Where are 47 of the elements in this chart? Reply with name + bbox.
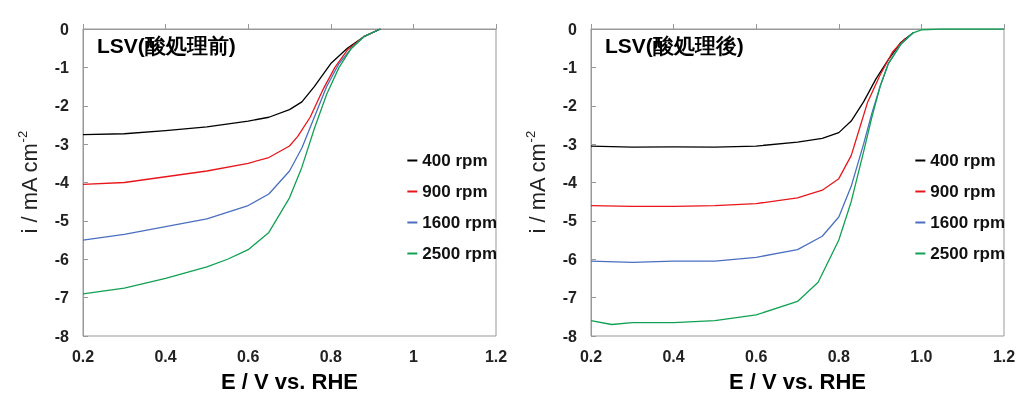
- y-tick-label: -8: [54, 327, 70, 345]
- y-axis-title: i / mA cm-2: [523, 130, 550, 234]
- x-tick-label: 0.8: [827, 347, 851, 365]
- x-tick-label: 1.2: [484, 347, 508, 365]
- x-tick-label: 1.0: [910, 347, 933, 365]
- x-axis-title: E / V vs. RHE: [221, 368, 358, 394]
- x-tick-label: 0.2: [71, 347, 95, 365]
- y-tick-label: -7: [562, 289, 578, 307]
- y-tick-label: -5: [562, 212, 578, 230]
- legend-label: 2500 rpm: [930, 244, 1006, 263]
- y-tick-label: -4: [562, 174, 578, 191]
- y-tick-label: -3: [562, 135, 578, 153]
- legend-label: 1600 rpm: [930, 213, 1006, 232]
- legend-label: 900 rpm: [930, 182, 996, 201]
- x-tick-label: 1.2: [992, 347, 1016, 365]
- x-tick-label: 0.4: [154, 347, 177, 365]
- legend-label: 400 rpm: [422, 151, 488, 170]
- x-tick-label: 0.6: [745, 347, 768, 365]
- x-tick-label: 0.8: [319, 347, 343, 365]
- legend-label: 400 rpm: [930, 151, 996, 170]
- y-tick-label: -2: [562, 97, 578, 115]
- y-tick-label: -1: [54, 58, 70, 76]
- y-tick-label: -1: [562, 58, 578, 76]
- line-series: [590, 37, 906, 207]
- y-tick-label: -6: [54, 250, 70, 268]
- x-tick-label: 0.4: [662, 347, 685, 365]
- y-tick-label: -5: [54, 212, 70, 230]
- chart-title: LSV(酸処理後): [605, 34, 744, 57]
- y-tick-label: 0: [60, 20, 70, 38]
- legend-label: 900 rpm: [422, 182, 488, 201]
- y-tick-label: -4: [54, 174, 70, 191]
- chart-title: LSV(酸処理前): [97, 34, 236, 57]
- line-series: [590, 32, 914, 148]
- y-tick-label: 0: [568, 20, 578, 38]
- y-tick-label: -3: [54, 135, 70, 153]
- y-tick-label: -6: [562, 250, 578, 268]
- y-tick-label: -2: [54, 97, 70, 115]
- y-tick-label: -8: [562, 327, 578, 345]
- line-series: [82, 28, 382, 295]
- y-tick-label: -7: [54, 289, 70, 307]
- x-tick-label: 0.2: [579, 347, 603, 365]
- x-tick-label: 0.6: [237, 347, 260, 365]
- x-tick-label: 1: [408, 347, 418, 365]
- legend-label: 2500 rpm: [422, 244, 498, 263]
- y-axis-title: i / mA cm-2: [15, 130, 42, 234]
- x-axis-title: E / V vs. RHE: [729, 368, 866, 394]
- legend-label: 1600 rpm: [422, 213, 498, 232]
